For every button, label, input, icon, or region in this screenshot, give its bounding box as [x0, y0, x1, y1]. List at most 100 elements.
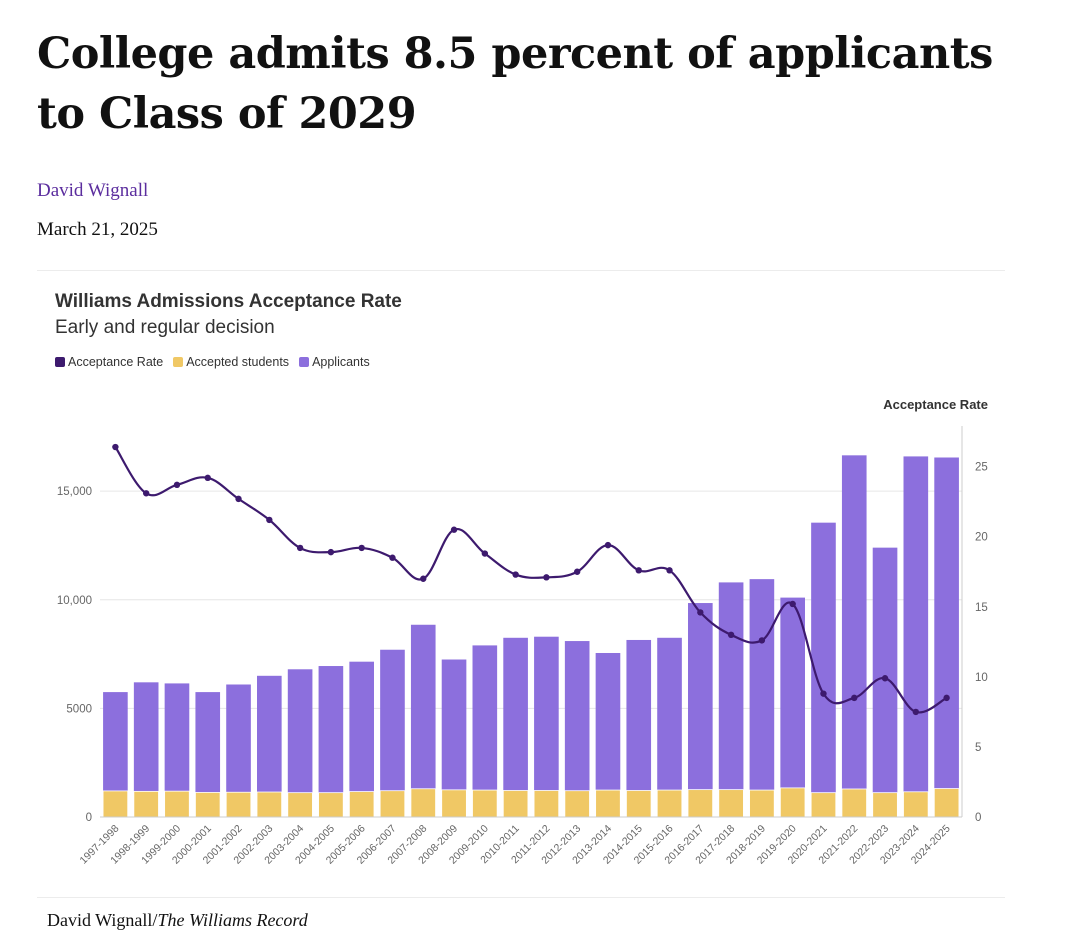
- accepted-bar: [779, 787, 806, 818]
- legend-label: Acceptance Rate: [68, 355, 164, 369]
- accepted-bar: [379, 790, 406, 818]
- accepted-bar: [595, 789, 621, 818]
- applicants-bar: [749, 579, 775, 817]
- acceptance-rate-point: [758, 637, 766, 644]
- applicants-bar: [841, 455, 867, 817]
- applicants-bar: [872, 547, 898, 817]
- legend-swatch-accepted: [173, 357, 184, 367]
- chart-legend: Acceptance Rate Accepted students Applic…: [55, 355, 370, 369]
- accepted-bar: [164, 790, 190, 818]
- acceptance-rate-point: [604, 541, 612, 549]
- acceptance-rate-point: [389, 554, 396, 561]
- applicants-bar: [318, 666, 344, 817]
- acceptance-rate-point: [573, 568, 581, 575]
- accepted-bar: [102, 790, 129, 818]
- accepted-bar: [564, 790, 590, 818]
- accepted-bar: [318, 792, 344, 818]
- acceptance-rate-point: [512, 571, 519, 578]
- acceptance-rate-point: [851, 694, 858, 702]
- acceptance-rate-point: [543, 574, 550, 581]
- applicants-bar: [780, 597, 805, 817]
- y-right-tick-label: 10: [975, 672, 988, 684]
- acceptance-rate-point: [296, 544, 304, 552]
- acceptance-rate-point: [204, 474, 211, 482]
- applicants-bar: [934, 457, 959, 817]
- divider: [37, 897, 1005, 898]
- applicants-bar: [657, 637, 682, 817]
- legend-label: Applicants: [312, 355, 370, 369]
- acceptance-rate-point: [789, 600, 796, 608]
- credit-author: David Wignall/: [47, 910, 158, 930]
- y-right-tick-label: 25: [975, 462, 988, 474]
- acceptance-rate-point: [635, 567, 642, 574]
- accepted-bar: [287, 792, 313, 818]
- accepted-bar: [256, 791, 283, 818]
- legend-item-acceptance-rate[interactable]: Acceptance Rate: [55, 355, 163, 369]
- accepted-bar: [225, 791, 252, 818]
- y-right-tick-label: 5: [975, 742, 981, 754]
- accepted-bar: [502, 790, 529, 818]
- acceptance-rate-chart: 0500010,00015,00005101520251997-19981998…: [57, 426, 988, 867]
- applicants-bar: [534, 636, 559, 817]
- article-headline: College admits 8.5 percent of applicants…: [37, 29, 993, 139]
- accepted-bar: [195, 792, 221, 818]
- accepted-bar: [133, 790, 159, 818]
- acceptance-rate-point: [173, 481, 181, 489]
- y-left-tick-label: 5000: [66, 703, 92, 715]
- applicants-bar: [380, 649, 405, 817]
- acceptance-rate-point: [912, 708, 920, 716]
- applicants-bar: [472, 645, 498, 817]
- accepted-bar: [626, 790, 652, 818]
- acceptance-rate-point: [112, 443, 119, 451]
- acceptance-rate-line: [114, 446, 948, 714]
- accepted-bar: [810, 792, 837, 818]
- applicants-bar: [349, 661, 374, 817]
- y-right-tick-label: 20: [975, 532, 988, 544]
- acceptance-rate-point: [666, 567, 673, 574]
- legend-item-applicants[interactable]: Applicants: [299, 355, 370, 369]
- applicants-bar: [718, 582, 744, 817]
- applicants-bar: [564, 641, 590, 817]
- legend-swatch-acceptance-rate: [55, 357, 65, 367]
- divider: [37, 270, 1005, 271]
- acceptance-rate-point: [881, 675, 889, 682]
- accepted-bar: [933, 788, 960, 818]
- acceptance-rate-point: [481, 550, 489, 557]
- applicants-bar: [410, 624, 436, 817]
- legend-item-accepted[interactable]: Accepted students: [173, 355, 289, 369]
- author-link[interactable]: David Wignall: [37, 180, 149, 201]
- accepted-bar: [410, 788, 436, 818]
- chart-title: Williams Admissions Acceptance Rate: [55, 291, 402, 312]
- accepted-bar: [441, 789, 467, 818]
- right-axis-title: Acceptance Rate: [883, 397, 988, 412]
- y-left-tick-label: 10,000: [57, 595, 92, 607]
- acceptance-rate-point: [327, 548, 335, 556]
- applicants-bar: [626, 639, 652, 817]
- accepted-bar: [533, 790, 560, 818]
- credit-publication: The Williams Record: [157, 910, 308, 930]
- accepted-bar: [687, 789, 714, 818]
- legend-label: Accepted students: [186, 355, 290, 369]
- chart-subtitle: Early and regular decision: [55, 317, 275, 338]
- applicants-bar: [688, 603, 713, 817]
- acceptance-rate-point: [358, 544, 365, 552]
- accepted-bar: [749, 789, 775, 818]
- accepted-bar: [718, 789, 744, 818]
- publish-date: March 21, 2025: [37, 219, 158, 240]
- acceptance-rate-point: [727, 631, 735, 639]
- accepted-bar: [348, 791, 375, 818]
- y-right-tick-label: 0: [975, 812, 981, 824]
- accepted-bar: [656, 789, 683, 818]
- applicants-bar: [903, 456, 929, 817]
- accepted-bar: [872, 792, 898, 818]
- accepted-bar: [903, 791, 929, 818]
- image-credit: David Wignall/The Williams Record: [47, 910, 308, 931]
- acceptance-rate-point: [450, 526, 458, 533]
- acceptance-rate-point: [420, 575, 427, 582]
- acceptance-rate-point: [235, 495, 242, 503]
- y-right-tick-label: 15: [975, 602, 988, 614]
- accepted-bar: [841, 788, 867, 818]
- acceptance-rate-point: [697, 609, 704, 616]
- y-left-tick-label: 0: [86, 812, 92, 824]
- accepted-bar: [472, 789, 498, 818]
